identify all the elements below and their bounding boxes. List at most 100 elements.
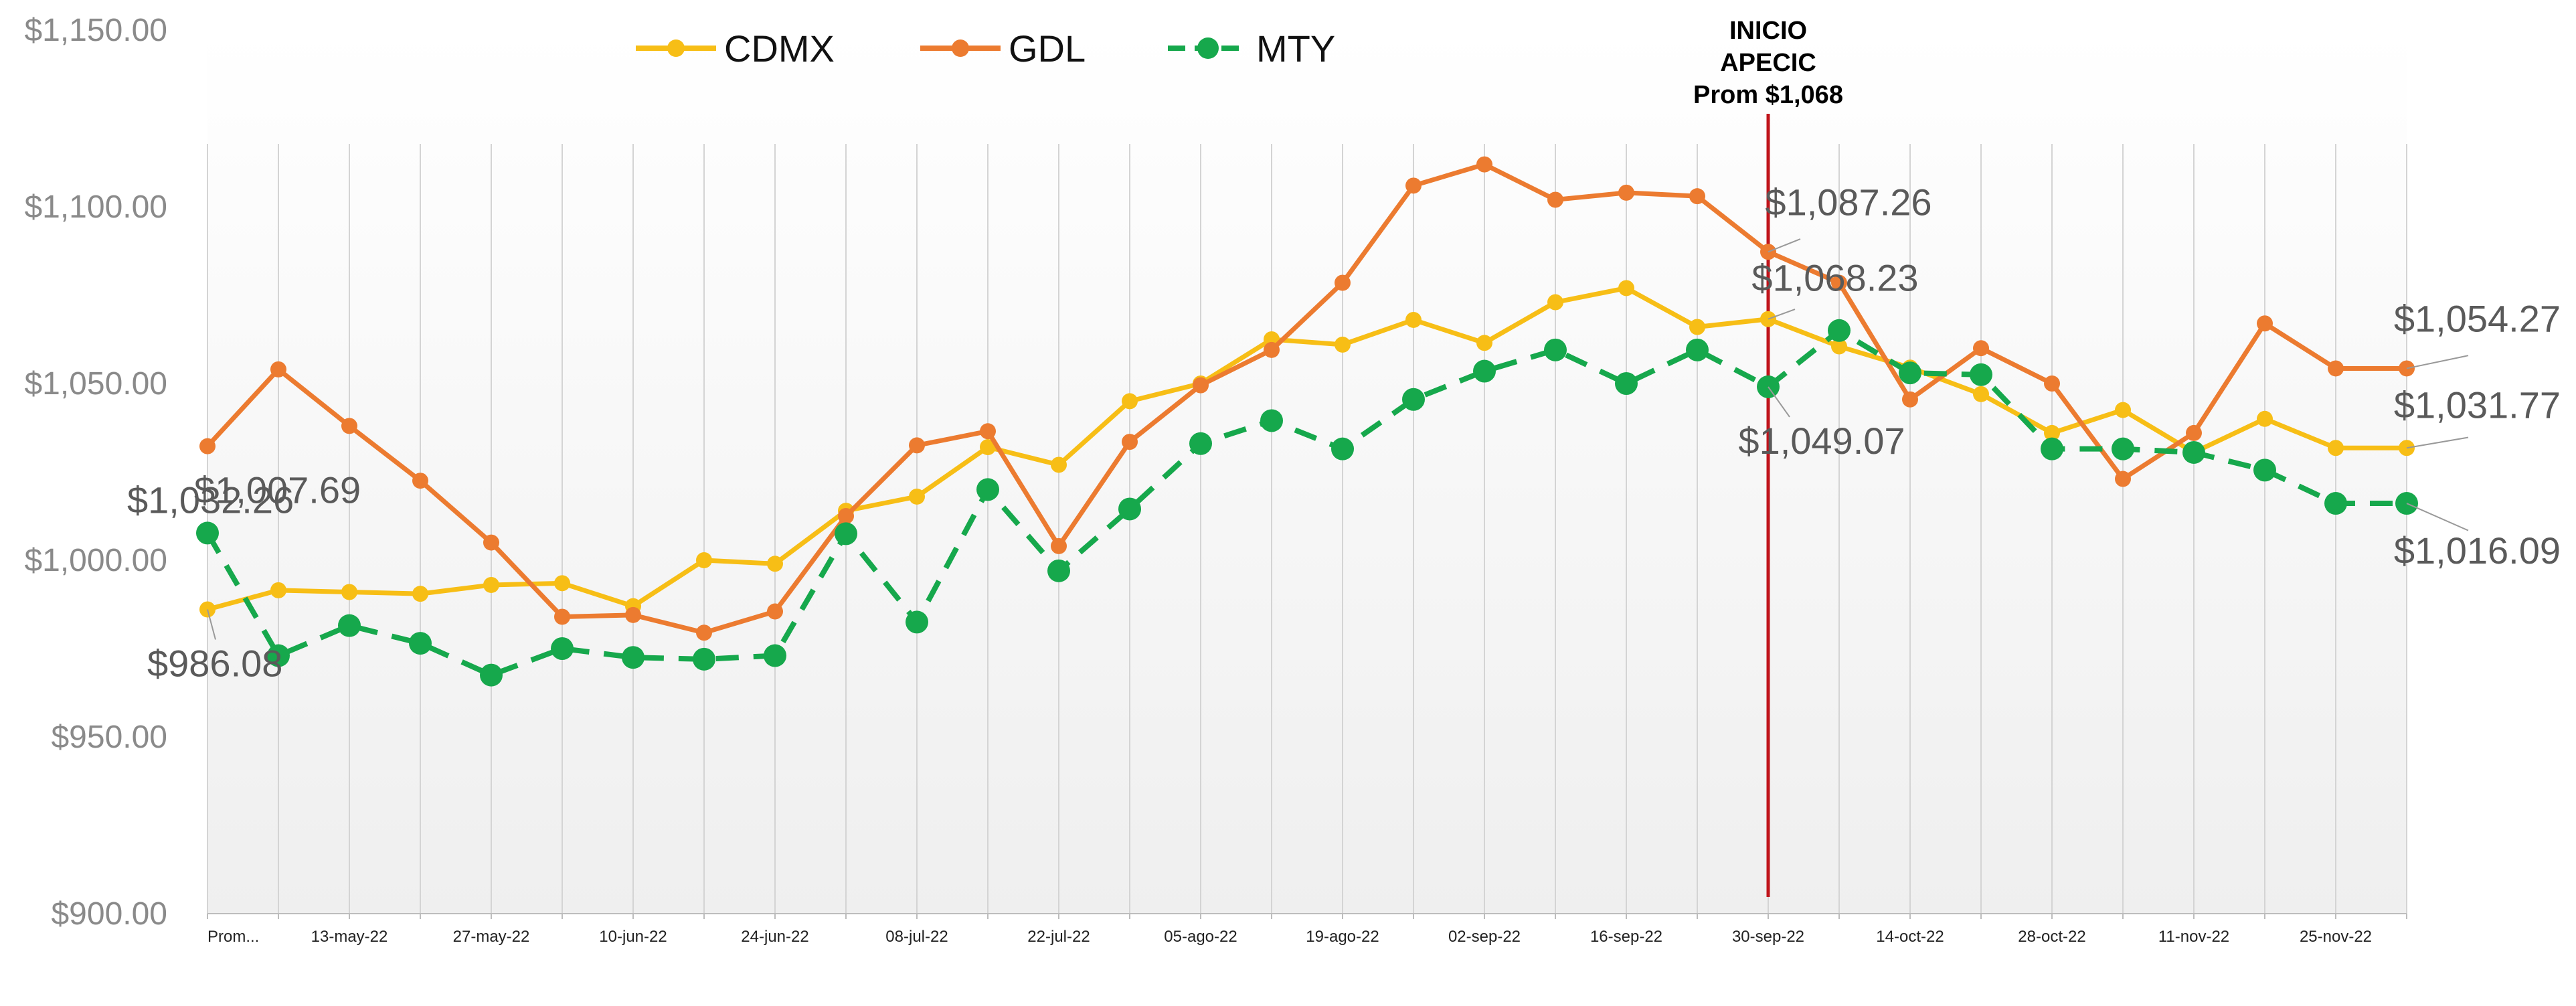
data-point (1051, 537, 1067, 554)
data-point (693, 647, 715, 671)
legend-label: CDMX (724, 27, 835, 70)
y-axis: $900.00 $950.00 $1,000.00 $1,050.00 $1,100.0… (24, 13, 167, 932)
data-label: $1,068.23 (1751, 257, 1918, 299)
data-point (1331, 437, 1354, 460)
data-point (196, 521, 219, 545)
data-point (1902, 391, 1918, 408)
x-tick-label: 24-jun-22 (741, 928, 808, 946)
legend-item-cdmx: CDMX (636, 27, 835, 70)
data-point (767, 603, 783, 620)
data-point (1689, 188, 1705, 205)
data-point (976, 478, 999, 501)
annotation-text: INICIO (1729, 17, 1807, 45)
data-point (767, 556, 783, 572)
x-tick-label: 22-jul-22 (1027, 928, 1090, 946)
legend-marker (667, 39, 685, 57)
annotation-text: Prom $1,068 (1693, 81, 1843, 109)
data-point (270, 361, 286, 378)
data-point (1118, 497, 1141, 521)
legend-marker (1197, 37, 1219, 59)
data-point (838, 508, 854, 524)
data-point (1193, 377, 1209, 394)
data-label: $1,031.77 (2394, 384, 2561, 426)
leader-line (2406, 355, 2469, 369)
data-point (1615, 372, 1638, 395)
data-point (1831, 338, 1847, 355)
data-point (409, 632, 432, 655)
data-point (909, 488, 925, 505)
data-point (1970, 363, 1992, 386)
data-point (1405, 311, 1422, 328)
data-label: $1,016.09 (2394, 529, 2561, 572)
data-point (1686, 338, 1709, 361)
data-point (2041, 437, 2063, 460)
y-tick-label: $1,150.00 (24, 13, 167, 48)
data-point (1828, 319, 1851, 342)
legend-item-mty: MTY (1168, 27, 1335, 70)
legend-item-gdl: GDL (920, 27, 1086, 70)
series-mty (196, 319, 2418, 687)
data-point (2257, 410, 2273, 427)
data-point (980, 423, 996, 440)
x-axis: Prom... 13-may-22 27-may-22 10-jun-22 24-jun… (207, 913, 2407, 946)
data-point (551, 637, 574, 660)
x-tick-label: 02-sep-22 (1448, 928, 1521, 946)
data-point (1335, 274, 1351, 291)
series-line (205, 327, 2407, 678)
data-point (1189, 432, 1212, 455)
data-point (412, 586, 428, 602)
data-point (1122, 393, 1138, 410)
x-tick-label: 16-sep-22 (1590, 928, 1662, 946)
legend-label: GDL (1009, 27, 1086, 70)
x-tick-label: 25-nov-22 (2300, 928, 2372, 946)
leader-line (1768, 309, 1796, 320)
x-tick-label: 13-may-22 (311, 928, 388, 946)
data-point (1051, 456, 1067, 473)
data-point (909, 437, 925, 454)
data-point (554, 575, 570, 592)
data-point (480, 663, 503, 687)
data-point (412, 473, 428, 489)
series-gdl (199, 156, 2415, 641)
x-tick-label: 05-ago-22 (1164, 928, 1237, 946)
series-layer (196, 156, 2418, 687)
data-point (1476, 156, 1492, 173)
data-label: $1,007.69 (194, 469, 361, 511)
x-tick-label: 14-oct-22 (1876, 928, 1944, 946)
plot-background (207, 30, 2407, 914)
data-label: $1,054.27 (2394, 297, 2561, 339)
x-tick-label: 28-oct-22 (2018, 928, 2085, 946)
x-tick-label: Prom... (207, 928, 259, 946)
x-tick-label: 27-may-22 (453, 928, 530, 946)
legend-marker (952, 39, 969, 57)
leader-line (1768, 238, 1801, 253)
data-point (341, 418, 357, 434)
data-point (1544, 338, 1567, 361)
leader-line (2406, 503, 2469, 531)
data-point (1264, 341, 1280, 358)
y-tick-label: $1,100.00 (24, 189, 167, 225)
y-tick-label: $1,050.00 (24, 366, 167, 402)
data-point (2328, 360, 2344, 377)
data-point (906, 610, 928, 634)
data-point (1689, 319, 1705, 335)
data-point (2115, 402, 2131, 418)
data-point (483, 534, 499, 551)
data-point (341, 584, 357, 600)
data-point (2115, 471, 2131, 487)
data-point (1476, 335, 1492, 351)
data-point (1405, 177, 1422, 194)
data-point (2182, 440, 2205, 464)
x-tick-label: 19-ago-22 (1306, 928, 1379, 946)
annotation-text: APECIC (1720, 49, 1816, 77)
data-point (1260, 409, 1283, 432)
series-line (205, 162, 2407, 635)
data-point (980, 439, 996, 456)
data-point (1618, 280, 1634, 297)
data-point (1122, 434, 1138, 450)
data-point (2324, 492, 2347, 515)
data-point (1547, 191, 1563, 208)
data-point (1547, 294, 1563, 311)
data-point (1973, 340, 1989, 357)
